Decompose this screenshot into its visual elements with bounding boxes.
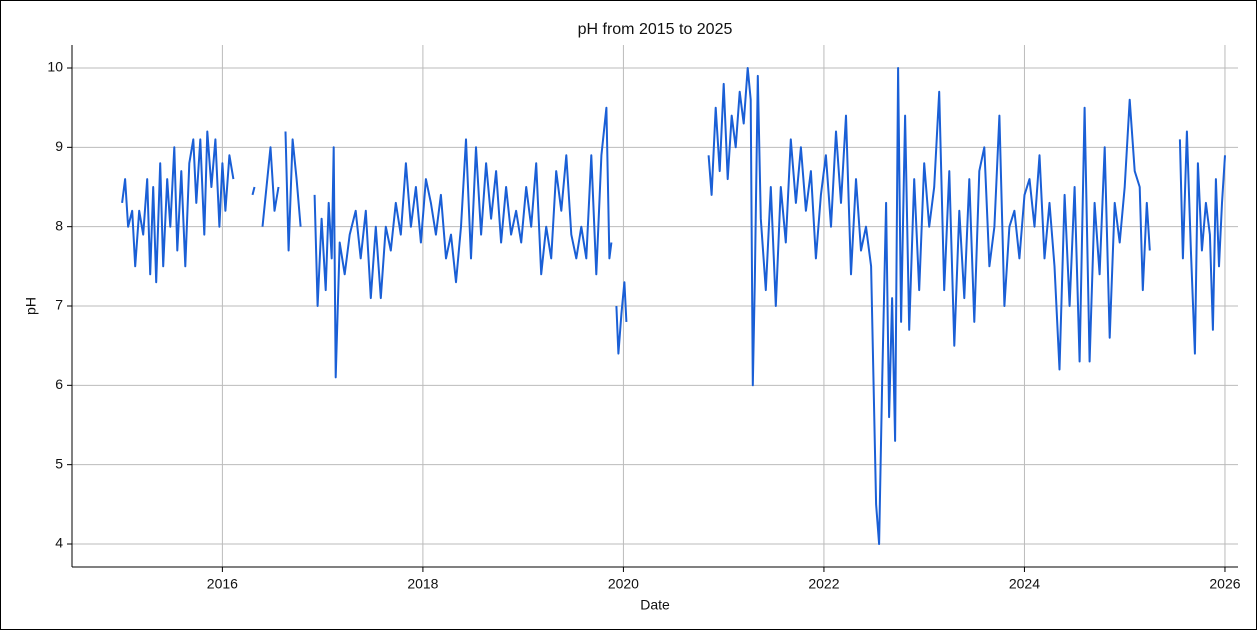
x-tick-label: 2022 xyxy=(808,576,839,592)
x-tick-label: 2024 xyxy=(1009,576,1040,592)
y-tick-label: 6 xyxy=(55,376,63,392)
y-tick-label: 8 xyxy=(55,217,63,233)
y-axis-label: pH xyxy=(23,297,39,315)
chart-title: pH from 2015 to 2025 xyxy=(578,21,733,38)
y-tick-label: 5 xyxy=(55,455,63,471)
x-tick-label: 2016 xyxy=(207,576,238,592)
x-tick-label: 2018 xyxy=(407,576,438,592)
y-tick-label: 4 xyxy=(55,535,63,551)
x-axis-label: Date xyxy=(640,597,670,613)
y-tick-label: 9 xyxy=(55,138,63,154)
y-tick-label: 10 xyxy=(47,59,63,75)
x-tick-label: 2020 xyxy=(608,576,639,592)
y-tick-label: 7 xyxy=(55,297,63,313)
data-line xyxy=(121,67,1226,545)
x-tick-label: 2026 xyxy=(1209,576,1240,592)
